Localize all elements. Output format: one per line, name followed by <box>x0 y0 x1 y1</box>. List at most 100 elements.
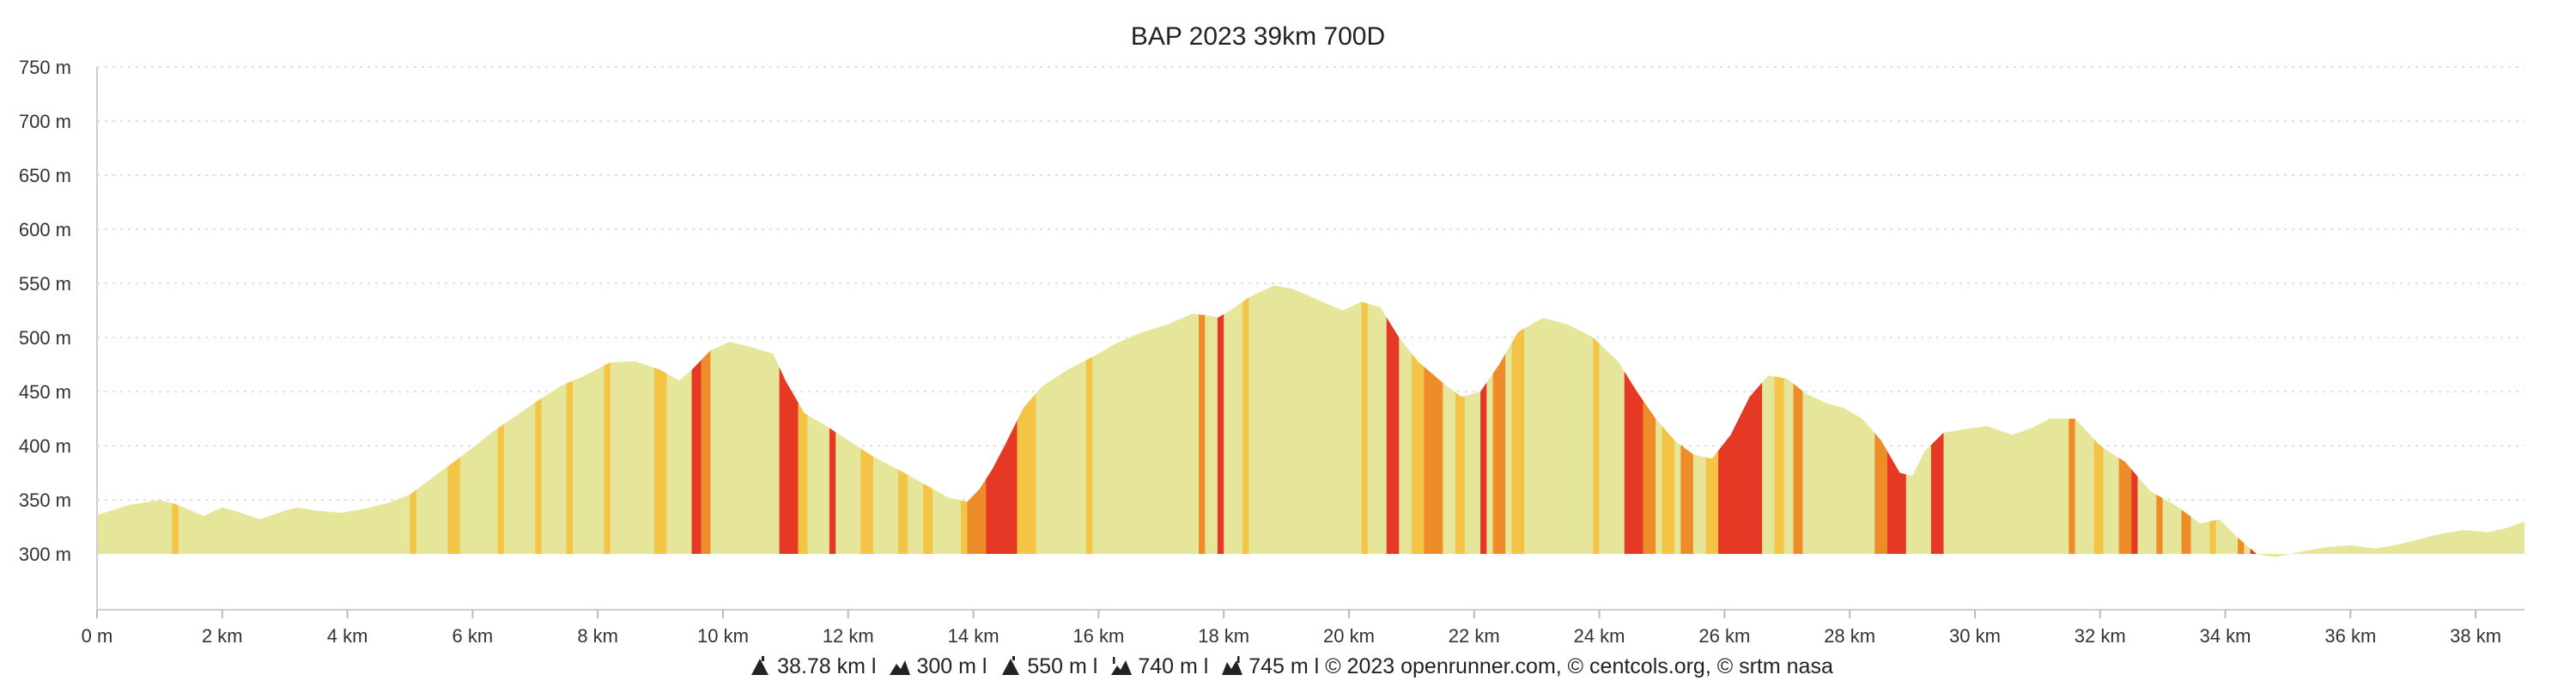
gradient-band <box>410 285 416 554</box>
gradient-band <box>172 285 179 554</box>
gradient-band <box>860 285 873 554</box>
x-axis-ticks: 0 m 2 km 4 km 6 km 8 km 10 km 12 km 14 km 16 km 1… <box>82 610 2501 647</box>
y-tick-label: 450 m <box>19 381 71 403</box>
x-tick-label: 38 km <box>2450 625 2501 647</box>
x-tick-label: 10 km <box>697 625 749 647</box>
gradient-band <box>1455 285 1465 554</box>
x-tick-label: 30 km <box>1949 625 2001 647</box>
gradient-band <box>535 285 542 554</box>
gradient-band <box>2238 285 2245 554</box>
y-axis-ticks: 300 m 350 m 400 m 450 m 500 m 550 m 600 m 650 m… <box>19 57 71 565</box>
x-tick-label: 32 km <box>2075 625 2126 647</box>
x-tick-label: 12 km <box>823 625 874 647</box>
axes <box>96 67 2524 611</box>
gradient-band <box>497 285 504 554</box>
x-tick-label: 16 km <box>1072 625 1124 647</box>
descent-icon <box>1221 655 1243 676</box>
gradient-band <box>1680 285 1693 554</box>
x-tick-label: 34 km <box>2200 625 2251 647</box>
gradient-band <box>1874 285 1887 554</box>
gradient-band <box>1217 285 1224 554</box>
gradient-band <box>701 285 711 554</box>
gradient-band <box>2118 285 2132 554</box>
gradient-band <box>1480 285 1487 554</box>
gradient-band <box>2250 285 2263 554</box>
x-tick-label: 22 km <box>1449 625 1500 647</box>
x-tick-label: 6 km <box>453 625 494 647</box>
gradient-band <box>1361 285 1368 554</box>
x-tick-label: 0 m <box>82 625 113 647</box>
x-tick-label: 24 km <box>1574 625 1625 647</box>
y-tick-label: 600 m <box>19 219 71 240</box>
y-tick-label: 750 m <box>19 57 71 78</box>
gradient-band <box>779 285 799 554</box>
chart-title: BAP 2023 39km 700D <box>1131 22 1385 51</box>
gradient-band <box>1199 285 1206 554</box>
gradient-band <box>1774 285 1784 554</box>
gradient-band <box>2209 285 2216 554</box>
x-tick-label: 26 km <box>1698 625 1750 647</box>
route-stats-footer: 38.78 km l 300 m l 550 m l 740 m l 745 m… <box>0 654 2576 679</box>
gradient-band <box>2131 285 2138 554</box>
gradient-band <box>691 285 702 554</box>
gradient-band <box>1492 285 1506 554</box>
gradient-band <box>1930 285 1944 554</box>
stat-min-altitude: 550 m l <box>1027 654 1098 678</box>
gradient-band <box>1593 285 1600 554</box>
y-tick-label: 650 m <box>19 165 71 186</box>
gradient-band <box>1386 285 1400 554</box>
gradient-band <box>1793 285 1803 554</box>
gradient-band <box>923 285 933 554</box>
x-tick-label: 18 km <box>1198 625 1249 647</box>
stat-distance: 38.78 km l <box>777 654 877 678</box>
gradient-band <box>1511 285 1525 554</box>
x-tick-label: 28 km <box>1824 625 1875 647</box>
elevation-gain-icon <box>889 655 911 676</box>
elevation-area <box>97 285 2524 557</box>
gradient-band <box>604 285 611 554</box>
x-tick-label: 20 km <box>1323 625 1375 647</box>
gradient-band <box>566 285 574 554</box>
y-tick-label: 300 m <box>19 544 71 565</box>
distance-icon <box>750 655 772 676</box>
gradient-band <box>1643 285 1656 554</box>
gradient-band <box>2069 285 2075 554</box>
gradient-band <box>1718 285 1763 554</box>
gradient-band <box>898 285 908 554</box>
y-tick-label: 350 m <box>19 489 71 511</box>
credits: © 2023 openrunner.com, © centcols.org, ©… <box>1325 654 1833 678</box>
gradient-band <box>2156 285 2163 554</box>
x-tick-label: 36 km <box>2324 625 2376 647</box>
y-tick-label: 550 m <box>19 273 71 295</box>
gradient-band <box>1705 285 1719 554</box>
min-altitude-icon <box>999 655 1022 676</box>
x-tick-label: 8 km <box>577 625 618 647</box>
gradient-band <box>653 285 667 554</box>
gradient-band <box>1242 285 1249 554</box>
y-tick-label: 500 m <box>19 327 71 349</box>
max-altitude-icon <box>1110 655 1133 676</box>
gradient-band <box>447 285 460 554</box>
gradient-band <box>1624 285 1643 554</box>
x-tick-label: 4 km <box>327 625 368 647</box>
gradient-band <box>960 285 968 554</box>
gradient-band <box>2181 285 2191 554</box>
gradient-band <box>798 285 808 554</box>
gradient-band <box>967 285 987 554</box>
x-tick-label: 14 km <box>948 625 999 647</box>
gradient-band <box>1886 285 1906 554</box>
gradient-band <box>1411 285 1425 554</box>
y-tick-label: 700 m <box>19 111 71 132</box>
stat-elevation-gain: 300 m l <box>916 654 987 678</box>
gradient-band <box>829 285 836 554</box>
gradient-band <box>1017 285 1036 554</box>
gradient-band <box>1662 285 1675 554</box>
gradient-band <box>1424 285 1443 554</box>
x-tick-label: 2 km <box>202 625 243 647</box>
gradient-band <box>2093 285 2104 554</box>
gradient-band <box>1085 285 1093 554</box>
stat-descent: 745 m l <box>1249 654 1320 678</box>
stat-max-altitude: 740 m l <box>1138 654 1209 678</box>
y-tick-label: 400 m <box>19 435 71 457</box>
